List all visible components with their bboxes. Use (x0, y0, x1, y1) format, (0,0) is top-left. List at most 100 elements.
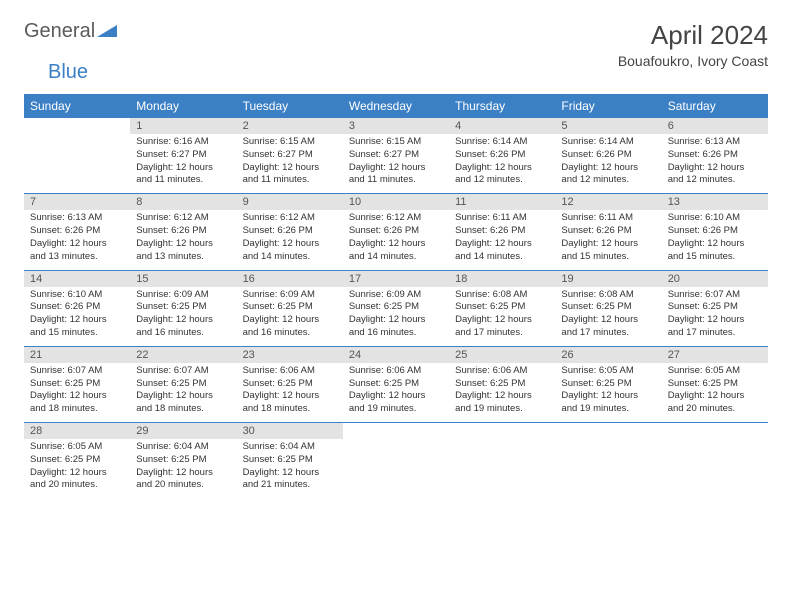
day-details: Sunrise: 6:07 AMSunset: 6:25 PMDaylight:… (24, 363, 130, 422)
calendar-cell: 28Sunrise: 6:05 AMSunset: 6:25 PMDayligh… (24, 423, 130, 499)
dayname-wednesday: Wednesday (343, 95, 449, 118)
day-number: 16 (237, 271, 343, 287)
day-details: Sunrise: 6:07 AMSunset: 6:25 PMDaylight:… (130, 363, 236, 422)
day-details: Sunrise: 6:08 AMSunset: 6:25 PMDaylight:… (449, 287, 555, 346)
day-number: 12 (555, 194, 661, 210)
day-number: 19 (555, 271, 661, 287)
calendar-header-row: SundayMondayTuesdayWednesdayThursdayFrid… (24, 95, 768, 118)
calendar-row: 21Sunrise: 6:07 AMSunset: 6:25 PMDayligh… (24, 346, 768, 422)
calendar-cell: 24Sunrise: 6:06 AMSunset: 6:25 PMDayligh… (343, 346, 449, 422)
calendar-cell: 8Sunrise: 6:12 AMSunset: 6:26 PMDaylight… (130, 194, 236, 270)
day-number: 4 (449, 118, 555, 134)
calendar-cell: 7Sunrise: 6:13 AMSunset: 6:26 PMDaylight… (24, 194, 130, 270)
day-number: 18 (449, 271, 555, 287)
day-details: Sunrise: 6:07 AMSunset: 6:25 PMDaylight:… (662, 287, 768, 346)
day-number: 11 (449, 194, 555, 210)
day-details: Sunrise: 6:04 AMSunset: 6:25 PMDaylight:… (130, 439, 236, 498)
day-details: Sunrise: 6:13 AMSunset: 6:26 PMDaylight:… (24, 210, 130, 269)
calendar-cell: 20Sunrise: 6:07 AMSunset: 6:25 PMDayligh… (662, 270, 768, 346)
day-number: 17 (343, 271, 449, 287)
day-details: Sunrise: 6:11 AMSunset: 6:26 PMDaylight:… (555, 210, 661, 269)
calendar-cell: 14Sunrise: 6:10 AMSunset: 6:26 PMDayligh… (24, 270, 130, 346)
title-block: April 2024 Bouafoukro, Ivory Coast (618, 20, 768, 69)
day-number: 25 (449, 347, 555, 363)
calendar-cell: 4Sunrise: 6:14 AMSunset: 6:26 PMDaylight… (449, 118, 555, 194)
day-details: Sunrise: 6:14 AMSunset: 6:26 PMDaylight:… (449, 134, 555, 193)
day-number: 3 (343, 118, 449, 134)
day-details: Sunrise: 6:06 AMSunset: 6:25 PMDaylight:… (449, 363, 555, 422)
calendar-cell: 5Sunrise: 6:14 AMSunset: 6:26 PMDaylight… (555, 118, 661, 194)
day-number: 2 (237, 118, 343, 134)
calendar-cell: 12Sunrise: 6:11 AMSunset: 6:26 PMDayligh… (555, 194, 661, 270)
day-details: Sunrise: 6:12 AMSunset: 6:26 PMDaylight:… (237, 210, 343, 269)
day-number: 1 (130, 118, 236, 134)
day-number: 28 (24, 423, 130, 439)
calendar-cell: 19Sunrise: 6:08 AMSunset: 6:25 PMDayligh… (555, 270, 661, 346)
logo-triangle-icon (97, 21, 117, 42)
day-number: 8 (130, 194, 236, 210)
calendar-cell: 15Sunrise: 6:09 AMSunset: 6:25 PMDayligh… (130, 270, 236, 346)
calendar-cell: 23Sunrise: 6:06 AMSunset: 6:25 PMDayligh… (237, 346, 343, 422)
calendar-cell: 26Sunrise: 6:05 AMSunset: 6:25 PMDayligh… (555, 346, 661, 422)
day-details: Sunrise: 6:15 AMSunset: 6:27 PMDaylight:… (237, 134, 343, 193)
day-number: 29 (130, 423, 236, 439)
day-number: 13 (662, 194, 768, 210)
logo-word1: General (24, 20, 95, 43)
dayname-tuesday: Tuesday (237, 95, 343, 118)
dayname-friday: Friday (555, 95, 661, 118)
day-number: 27 (662, 347, 768, 363)
day-details: Sunrise: 6:09 AMSunset: 6:25 PMDaylight:… (130, 287, 236, 346)
logo: General (24, 20, 119, 43)
day-details: Sunrise: 6:12 AMSunset: 6:26 PMDaylight:… (130, 210, 236, 269)
calendar-table: SundayMondayTuesdayWednesdayThursdayFrid… (24, 95, 768, 498)
calendar-cell: 13Sunrise: 6:10 AMSunset: 6:26 PMDayligh… (662, 194, 768, 270)
day-number: 24 (343, 347, 449, 363)
page-title: April 2024 (618, 20, 768, 51)
day-number: 26 (555, 347, 661, 363)
day-details: Sunrise: 6:06 AMSunset: 6:25 PMDaylight:… (343, 363, 449, 422)
calendar-cell: .. (24, 118, 130, 194)
day-number: 30 (237, 423, 343, 439)
day-details: Sunrise: 6:08 AMSunset: 6:25 PMDaylight:… (555, 287, 661, 346)
day-details: Sunrise: 6:06 AMSunset: 6:25 PMDaylight:… (237, 363, 343, 422)
calendar-body: ..1Sunrise: 6:16 AMSunset: 6:27 PMDaylig… (24, 118, 768, 499)
calendar-cell: 16Sunrise: 6:09 AMSunset: 6:25 PMDayligh… (237, 270, 343, 346)
calendar-cell: .. (555, 423, 661, 499)
calendar-cell: 17Sunrise: 6:09 AMSunset: 6:25 PMDayligh… (343, 270, 449, 346)
day-details: Sunrise: 6:09 AMSunset: 6:25 PMDaylight:… (237, 287, 343, 346)
calendar-cell: 29Sunrise: 6:04 AMSunset: 6:25 PMDayligh… (130, 423, 236, 499)
day-details: Sunrise: 6:13 AMSunset: 6:26 PMDaylight:… (662, 134, 768, 193)
page-subtitle: Bouafoukro, Ivory Coast (618, 53, 768, 69)
day-details: Sunrise: 6:05 AMSunset: 6:25 PMDaylight:… (662, 363, 768, 422)
calendar-cell: 18Sunrise: 6:08 AMSunset: 6:25 PMDayligh… (449, 270, 555, 346)
day-number: 22 (130, 347, 236, 363)
day-number: 5 (555, 118, 661, 134)
calendar-cell: 22Sunrise: 6:07 AMSunset: 6:25 PMDayligh… (130, 346, 236, 422)
dayname-saturday: Saturday (662, 95, 768, 118)
day-details: Sunrise: 6:05 AMSunset: 6:25 PMDaylight:… (24, 439, 130, 498)
calendar-cell: 3Sunrise: 6:15 AMSunset: 6:27 PMDaylight… (343, 118, 449, 194)
calendar-row: 7Sunrise: 6:13 AMSunset: 6:26 PMDaylight… (24, 194, 768, 270)
dayname-monday: Monday (130, 95, 236, 118)
day-number: 23 (237, 347, 343, 363)
calendar-cell: 11Sunrise: 6:11 AMSunset: 6:26 PMDayligh… (449, 194, 555, 270)
calendar-cell: 21Sunrise: 6:07 AMSunset: 6:25 PMDayligh… (24, 346, 130, 422)
day-details: Sunrise: 6:09 AMSunset: 6:25 PMDaylight:… (343, 287, 449, 346)
day-number: 7 (24, 194, 130, 210)
day-details: Sunrise: 6:10 AMSunset: 6:26 PMDaylight:… (24, 287, 130, 346)
day-details: Sunrise: 6:04 AMSunset: 6:25 PMDaylight:… (237, 439, 343, 498)
dayname-sunday: Sunday (24, 95, 130, 118)
dayname-thursday: Thursday (449, 95, 555, 118)
calendar-row: 28Sunrise: 6:05 AMSunset: 6:25 PMDayligh… (24, 423, 768, 499)
calendar-cell: 6Sunrise: 6:13 AMSunset: 6:26 PMDaylight… (662, 118, 768, 194)
day-details: Sunrise: 6:05 AMSunset: 6:25 PMDaylight:… (555, 363, 661, 422)
calendar-cell: 1Sunrise: 6:16 AMSunset: 6:27 PMDaylight… (130, 118, 236, 194)
calendar-cell: 2Sunrise: 6:15 AMSunset: 6:27 PMDaylight… (237, 118, 343, 194)
day-details: Sunrise: 6:12 AMSunset: 6:26 PMDaylight:… (343, 210, 449, 269)
calendar-cell: 25Sunrise: 6:06 AMSunset: 6:25 PMDayligh… (449, 346, 555, 422)
day-details: Sunrise: 6:14 AMSunset: 6:26 PMDaylight:… (555, 134, 661, 193)
day-details: Sunrise: 6:15 AMSunset: 6:27 PMDaylight:… (343, 134, 449, 193)
day-number: 14 (24, 271, 130, 287)
day-number: 10 (343, 194, 449, 210)
calendar-row: 14Sunrise: 6:10 AMSunset: 6:26 PMDayligh… (24, 270, 768, 346)
